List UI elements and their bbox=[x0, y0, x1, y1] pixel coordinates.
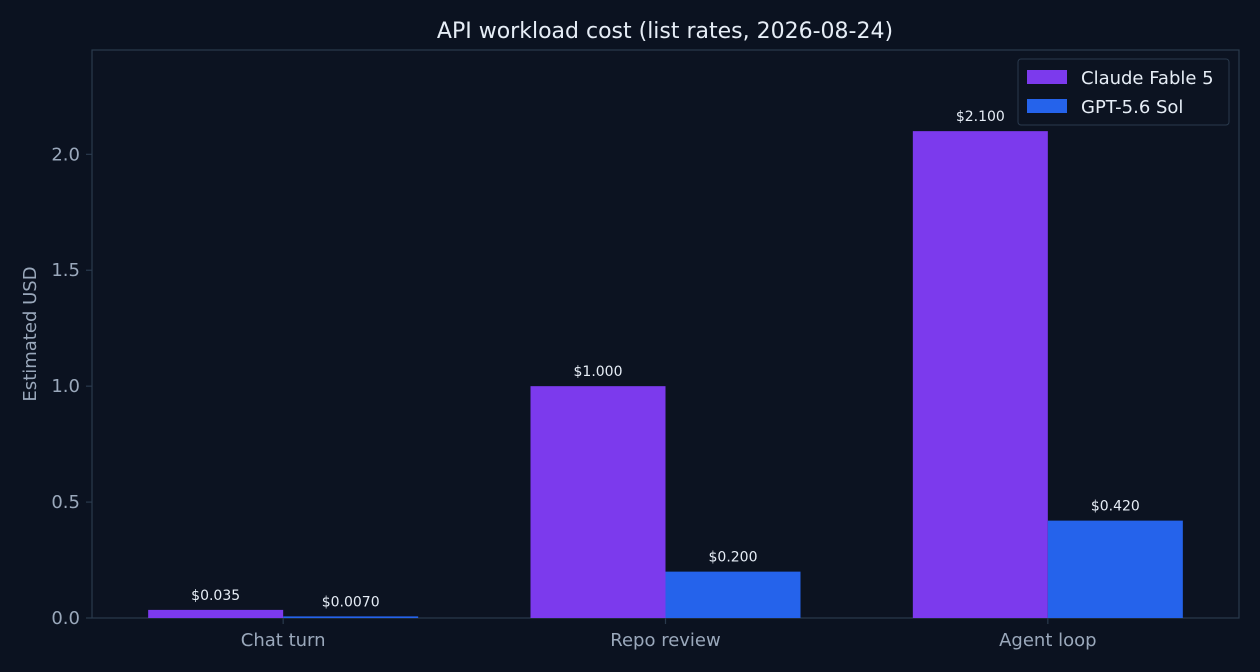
bar-value-label: $0.0070 bbox=[322, 594, 380, 610]
legend-label: Claude Fable 5 bbox=[1081, 68, 1214, 89]
legend-label: GPT-5.6 Sol bbox=[1081, 97, 1183, 118]
y-tick-label: 1.0 bbox=[51, 376, 80, 397]
bar bbox=[148, 609, 284, 618]
x-tick-label: Chat turn bbox=[241, 630, 326, 651]
y-tick-label: 0.0 bbox=[51, 608, 80, 629]
y-tick-label: 1.5 bbox=[51, 260, 80, 281]
y-axis-label: Estimated USD bbox=[20, 266, 41, 401]
bar-value-label: $0.420 bbox=[1091, 499, 1140, 515]
bar-value-label: $0.035 bbox=[191, 588, 240, 604]
legend-swatch bbox=[1027, 99, 1067, 113]
x-tick-label: Repo review bbox=[610, 630, 720, 651]
data-label-group: $0.035 $1.000 $2.100 $0.0070 $0.200 $0.420 bbox=[191, 109, 1140, 610]
bar bbox=[530, 386, 666, 618]
bar bbox=[912, 131, 1048, 618]
bar bbox=[665, 571, 801, 618]
bar bbox=[283, 616, 419, 618]
y-axis: 0.0 0.5 1.0 1.5 2.0 bbox=[51, 144, 92, 629]
y-tick-label: 2.0 bbox=[51, 144, 80, 165]
y-tick-label: 0.5 bbox=[51, 492, 80, 513]
bar-value-label: $0.200 bbox=[709, 550, 758, 566]
x-tick-label: Agent loop bbox=[999, 630, 1096, 651]
legend-box bbox=[1017, 58, 1230, 126]
chart-title: API workload cost (list rates, 2026-08-2… bbox=[437, 19, 893, 44]
legend: Claude Fable 5 GPT-5.6 Sol bbox=[1017, 58, 1230, 126]
bar-series-group bbox=[148, 131, 1183, 618]
bar bbox=[1047, 520, 1183, 618]
x-axis: Chat turn Repo review Agent loop bbox=[241, 618, 1097, 651]
bar-value-label: $2.100 bbox=[956, 109, 1005, 125]
bar-value-label: $1.000 bbox=[574, 364, 623, 380]
legend-swatch bbox=[1027, 70, 1067, 84]
